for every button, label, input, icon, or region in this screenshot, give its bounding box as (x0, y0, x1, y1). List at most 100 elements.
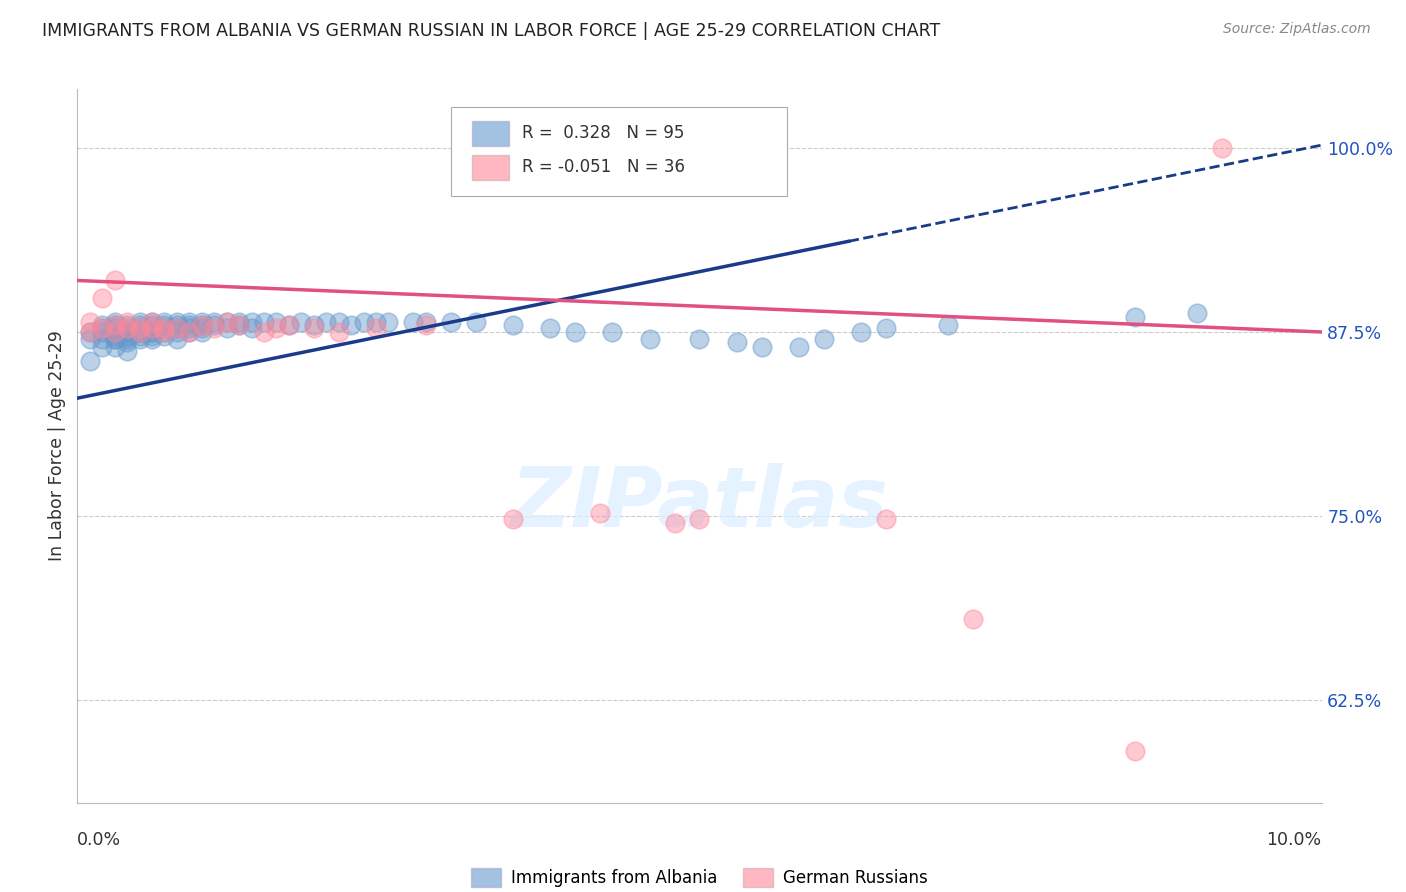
Point (128, 318, 150, 332)
Point (402, 315, 425, 329)
Point (91, 320, 114, 334)
Point (104, 325, 127, 339)
Point (104, 318, 127, 332)
Point (104, 332, 127, 346)
Point (153, 318, 176, 332)
Point (128, 329, 150, 343)
Point (91, 291, 114, 305)
Point (302, 318, 325, 332)
Point (328, 315, 350, 329)
Point (141, 329, 163, 343)
Point (353, 315, 375, 329)
Point (115, 318, 138, 332)
Point (179, 325, 201, 339)
Point (104, 315, 127, 329)
Point (166, 320, 188, 334)
Point (153, 320, 176, 334)
Point (191, 318, 214, 332)
Point (91, 332, 114, 346)
Point (104, 340, 127, 354)
Point (166, 332, 188, 346)
Point (664, 516, 686, 531)
Point (79, 325, 101, 339)
Point (166, 325, 188, 339)
Point (240, 315, 263, 329)
Point (689, 332, 711, 346)
Point (415, 318, 437, 332)
Point (202, 315, 225, 329)
Point (128, 320, 150, 334)
Point (215, 320, 238, 334)
Point (128, 325, 150, 339)
Point (91, 340, 114, 354)
Point (589, 506, 612, 520)
Point (725, 335, 748, 350)
Y-axis label: In Labor Force | Age 25-29: In Labor Force | Age 25-29 (48, 331, 66, 561)
Point (79, 325, 101, 339)
Point (415, 315, 437, 329)
Point (141, 320, 163, 334)
Point (538, 320, 561, 334)
Point (302, 320, 325, 334)
Point (1187, 306, 1209, 320)
Point (115, 332, 138, 346)
Legend: Immigrants from Albania, German Russians: Immigrants from Albania, German Russians (465, 861, 934, 892)
Point (128, 325, 150, 339)
Point (179, 315, 201, 329)
Point (228, 318, 250, 332)
Point (787, 340, 810, 354)
Point (228, 318, 250, 332)
Point (153, 329, 176, 343)
Point (166, 315, 188, 329)
Point (1123, 744, 1146, 758)
Point (115, 329, 138, 343)
Point (128, 315, 150, 329)
Point (128, 332, 150, 346)
Point (79, 332, 101, 346)
Point (440, 315, 463, 329)
Point (91, 325, 114, 339)
Point (79, 315, 101, 329)
Point (875, 320, 897, 334)
Point (153, 320, 176, 334)
Point (141, 320, 163, 334)
Point (191, 325, 214, 339)
Point (253, 315, 276, 329)
Point (115, 320, 138, 334)
Point (191, 315, 214, 329)
Point (277, 318, 299, 332)
Point (851, 325, 873, 339)
Point (215, 315, 238, 329)
Point (266, 320, 288, 334)
Point (153, 325, 176, 339)
Text: R = -0.051   N = 36: R = -0.051 N = 36 (522, 158, 685, 176)
Point (141, 315, 163, 329)
Text: 0.0%: 0.0% (77, 831, 121, 849)
Point (153, 315, 176, 329)
Point (689, 512, 711, 526)
Point (115, 325, 138, 339)
Point (751, 340, 773, 354)
Point (115, 325, 138, 339)
Point (240, 320, 263, 334)
Point (104, 318, 127, 332)
Text: IMMIGRANTS FROM ALBANIA VS GERMAN RUSSIAN IN LABOR FORCE | AGE 25-29 CORRELATION: IMMIGRANTS FROM ALBANIA VS GERMAN RUSSIA… (42, 22, 941, 40)
Point (191, 320, 214, 334)
Point (377, 315, 399, 329)
Point (202, 320, 225, 334)
Point (638, 332, 661, 346)
Point (141, 332, 163, 346)
Point (1123, 310, 1146, 325)
Point (179, 318, 201, 332)
Point (166, 320, 188, 334)
Point (104, 273, 127, 287)
Point (104, 325, 127, 339)
Point (266, 315, 288, 329)
Point (153, 325, 176, 339)
Point (104, 332, 127, 346)
Point (128, 325, 150, 339)
Point (315, 315, 337, 329)
Point (364, 320, 387, 334)
Point (104, 325, 127, 339)
Point (128, 320, 150, 334)
